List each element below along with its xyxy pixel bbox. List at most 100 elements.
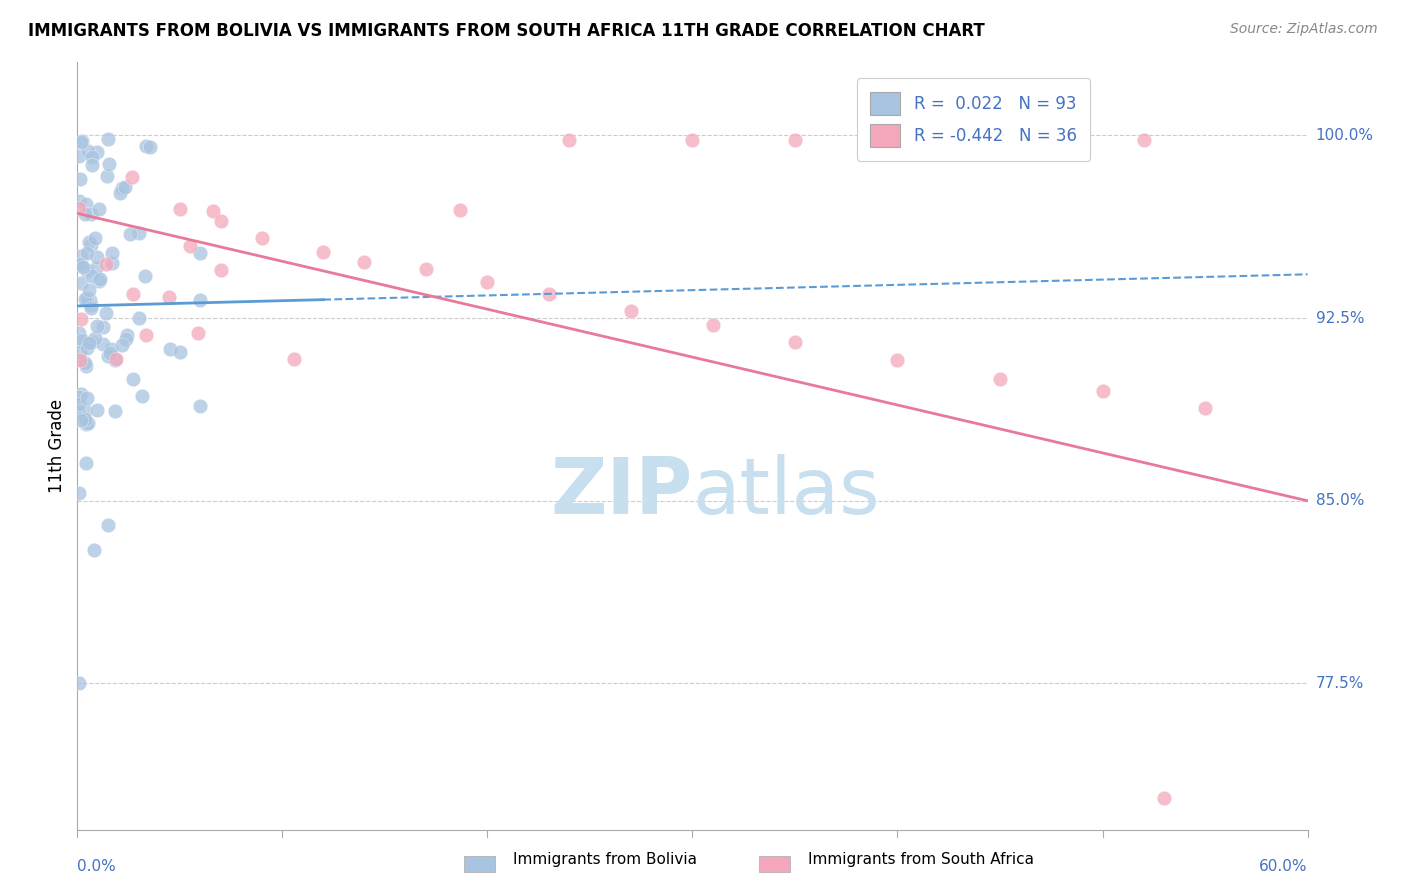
Point <box>80 158 103 172</box>
Point <box>1091 384 1114 399</box>
Point <box>702 318 724 333</box>
Y-axis label: 11th Grade: 11th Grade <box>48 399 66 493</box>
Point <box>70 311 93 326</box>
Point <box>1194 401 1216 416</box>
Point <box>89 272 111 286</box>
Point <box>75 456 97 470</box>
Point <box>79 235 101 250</box>
Point <box>121 170 143 185</box>
Text: Immigrants from Bolivia: Immigrants from Bolivia <box>513 852 697 867</box>
Point <box>134 269 156 284</box>
Point <box>98 346 121 360</box>
Point <box>67 396 90 410</box>
Point <box>114 179 136 194</box>
Point <box>312 245 335 260</box>
Point <box>449 203 471 218</box>
Point <box>131 389 153 403</box>
Text: Source: ZipAtlas.com: Source: ZipAtlas.com <box>1230 22 1378 37</box>
Point <box>1153 791 1175 805</box>
Point <box>1132 133 1154 147</box>
Point <box>97 518 120 533</box>
Point <box>86 145 108 160</box>
Point <box>70 134 93 148</box>
Point <box>105 352 128 367</box>
Point <box>157 290 180 304</box>
Text: 100.0%: 100.0% <box>1316 128 1374 143</box>
Point <box>108 186 131 200</box>
Point <box>783 335 806 350</box>
Legend: R =  0.022   N = 93, R = -0.442   N = 36: R = 0.022 N = 93, R = -0.442 N = 36 <box>858 78 1090 161</box>
Point <box>886 352 908 367</box>
Point <box>67 676 90 690</box>
Point <box>86 250 108 264</box>
Point <box>682 133 704 147</box>
Point <box>169 202 191 216</box>
Point <box>110 338 132 352</box>
Point <box>76 264 98 278</box>
Point <box>91 319 114 334</box>
Point <box>82 268 104 283</box>
Point <box>73 292 96 306</box>
Text: atlas: atlas <box>693 454 880 530</box>
Point <box>75 356 97 370</box>
Point <box>96 169 118 184</box>
Point <box>67 404 90 418</box>
Text: 92.5%: 92.5% <box>1316 310 1364 326</box>
Point <box>114 332 136 346</box>
Point <box>69 172 91 186</box>
Point <box>91 337 114 351</box>
Point <box>139 140 162 154</box>
Text: 77.5%: 77.5% <box>1316 676 1364 691</box>
Point <box>69 258 91 272</box>
Point <box>75 402 97 417</box>
Point <box>69 352 91 367</box>
Point <box>76 246 98 260</box>
Text: 60.0%: 60.0% <box>1260 859 1308 874</box>
Point <box>122 286 145 301</box>
Point <box>97 349 120 363</box>
Point <box>201 203 224 218</box>
Point <box>80 207 103 221</box>
Point <box>353 255 375 269</box>
Point <box>135 328 157 343</box>
Point <box>83 331 105 345</box>
Point <box>1010 133 1032 147</box>
Point <box>209 213 232 227</box>
Point <box>67 485 90 500</box>
Point <box>283 351 305 366</box>
Point <box>115 328 138 343</box>
Point <box>75 417 97 431</box>
Point <box>100 342 122 356</box>
Text: 85.0%: 85.0% <box>1316 493 1364 508</box>
Point <box>620 303 643 318</box>
Point <box>73 412 96 426</box>
Point <box>104 403 127 417</box>
Point <box>70 333 93 347</box>
Point <box>89 202 111 216</box>
Point <box>100 246 122 260</box>
Point <box>179 238 201 252</box>
Point <box>76 291 98 305</box>
Point <box>84 231 107 245</box>
Point <box>128 227 150 241</box>
Point <box>111 181 134 195</box>
Point <box>988 372 1011 386</box>
Point <box>73 207 96 221</box>
Text: Immigrants from South Africa: Immigrants from South Africa <box>808 852 1035 867</box>
Point <box>80 297 103 311</box>
Point <box>86 260 108 275</box>
Point <box>75 359 97 373</box>
Point <box>558 133 581 147</box>
Point <box>477 275 499 289</box>
Point <box>67 390 90 404</box>
Point <box>73 336 96 351</box>
Point <box>537 286 560 301</box>
Point <box>415 262 437 277</box>
Point <box>67 326 90 340</box>
Point <box>188 399 212 413</box>
Point <box>783 133 806 147</box>
Point <box>75 196 97 211</box>
Point <box>70 248 93 262</box>
Point <box>67 257 90 271</box>
Point <box>89 274 111 288</box>
